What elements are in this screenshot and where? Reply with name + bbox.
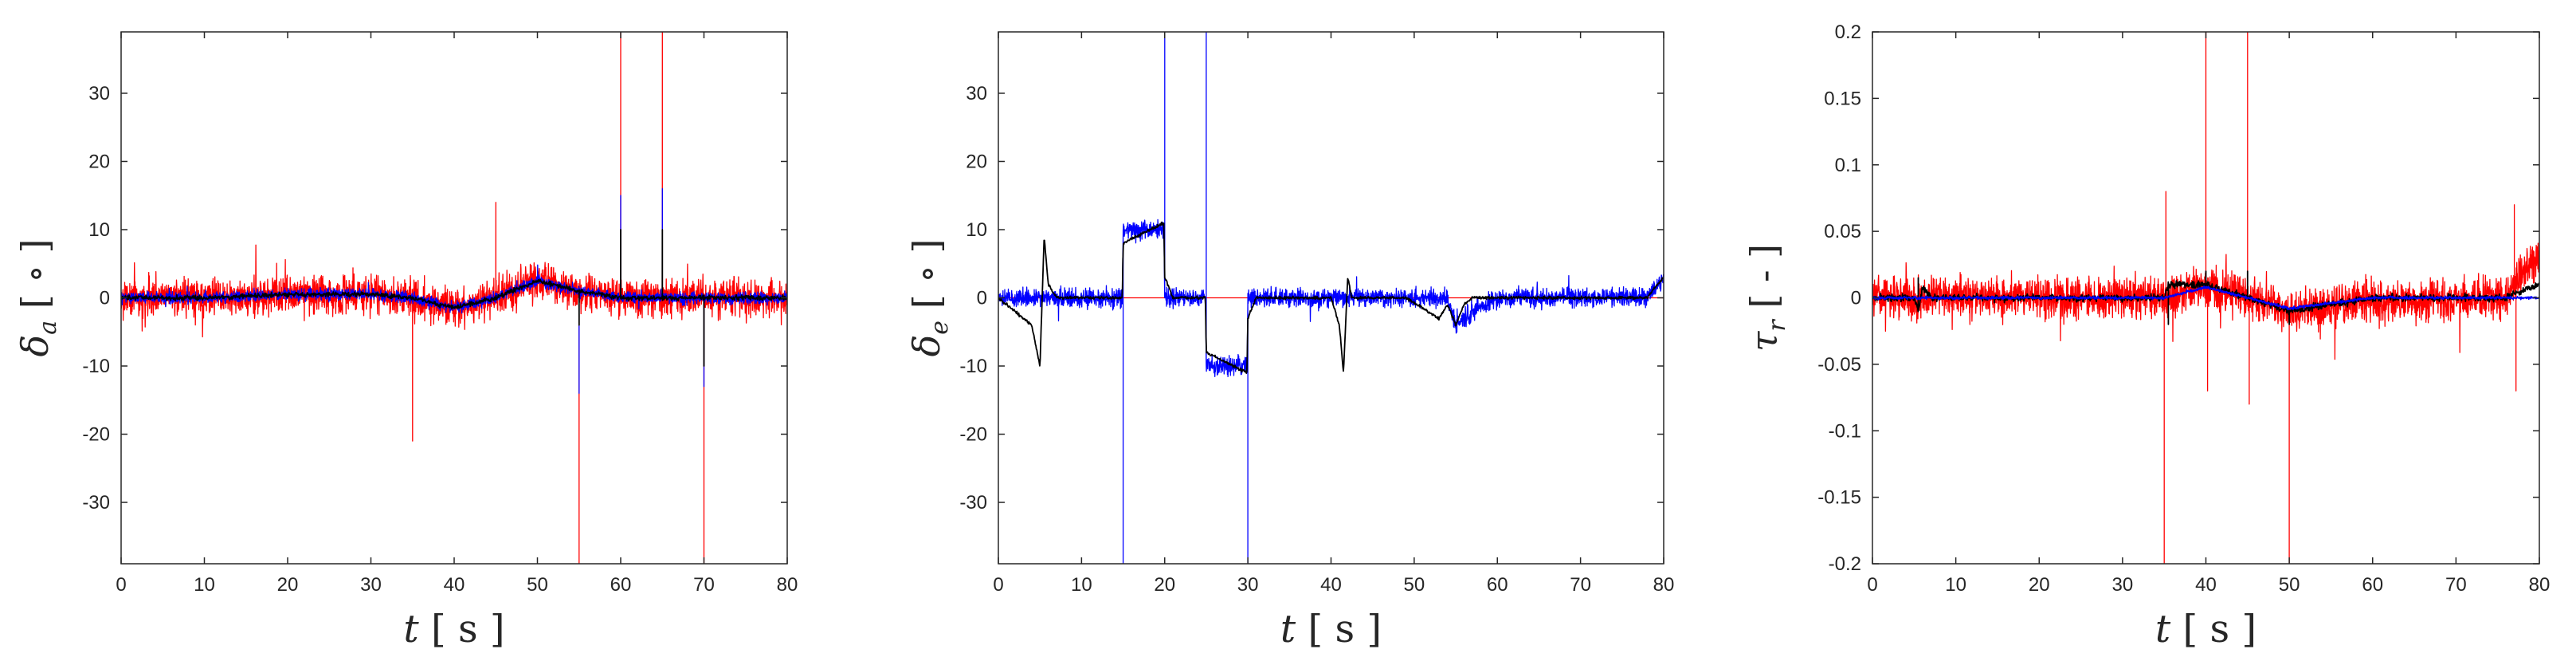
series-group bbox=[1872, 32, 2539, 564]
y-tick-label: 0.15 bbox=[1824, 88, 1861, 109]
x-tick-label: 0 bbox=[993, 574, 1003, 596]
x-tick-label: 50 bbox=[1404, 574, 1425, 596]
chart-tau-r: 0 10 20 30 40 50 60 70 80 -0.2 -0.15 -0.1 -0.05 0 0.05… bbox=[1743, 22, 2550, 651]
x-tick-label: 80 bbox=[1653, 574, 1675, 596]
x-tick-label: 30 bbox=[360, 574, 382, 596]
x-tick-label: 30 bbox=[2112, 574, 2134, 596]
y-tick-label: 20 bbox=[88, 151, 110, 172]
x-tick-label: 80 bbox=[777, 574, 798, 596]
y-tick-label: 0 bbox=[100, 288, 110, 309]
x-tick-label: 20 bbox=[1154, 574, 1175, 596]
x-tick-label: 80 bbox=[2529, 574, 2551, 596]
series-line-2 bbox=[998, 221, 1664, 374]
y-axis-label: δe [ ∘ ] bbox=[905, 239, 954, 357]
y-tick-label: 30 bbox=[966, 83, 987, 104]
x-tick-label: 50 bbox=[2279, 574, 2300, 596]
x-axis-label: t [ s ] bbox=[403, 607, 504, 651]
x-tick-label: 0 bbox=[1867, 574, 1877, 596]
x-axis-label: t [ s ] bbox=[2155, 607, 2256, 651]
y-tick-label: 10 bbox=[88, 219, 110, 241]
y-tick-label: -30 bbox=[959, 492, 987, 514]
y-tick-label: -0.05 bbox=[1817, 354, 1861, 376]
x-tick-label: 70 bbox=[2445, 574, 2467, 596]
x-tick-label: 10 bbox=[194, 574, 215, 596]
x-axis-label: t [ s ] bbox=[1280, 607, 1382, 651]
chart-delta-a: 0 10 20 30 40 50 60 70 80 -30 -20 -10 0 10 20 30 t [ s ]… bbox=[14, 31, 798, 651]
x-tick-label: 10 bbox=[1945, 574, 1966, 596]
y-tick-label: -0.1 bbox=[1829, 420, 1861, 442]
y-tick-label: -0.15 bbox=[1817, 487, 1861, 509]
y-tick-label: -10 bbox=[959, 356, 987, 377]
y-tick-label: 20 bbox=[966, 151, 987, 172]
y-tick-label: 0.1 bbox=[1835, 155, 1861, 176]
x-tick-label: 10 bbox=[1071, 574, 1092, 596]
y-tick-label: -20 bbox=[959, 424, 987, 446]
x-tick-label: 20 bbox=[277, 574, 299, 596]
x-tick-label: 70 bbox=[693, 574, 715, 596]
y-tick-label: -10 bbox=[82, 356, 110, 377]
x-tick-label: 60 bbox=[2362, 574, 2383, 596]
x-tick-label: 0 bbox=[116, 574, 126, 596]
series-line-2 bbox=[1872, 285, 2539, 311]
x-tick-label: 20 bbox=[2029, 574, 2050, 596]
x-tick-label: 60 bbox=[610, 574, 632, 596]
series-line-2 bbox=[121, 229, 787, 367]
y-tick-label: 0.2 bbox=[1835, 22, 1861, 43]
chart-delta-e: 0 10 20 30 40 50 60 70 80 -30 -20 -10 0 10 20 30 t [ s ]… bbox=[905, 31, 1675, 651]
y-tick-label: -0.2 bbox=[1829, 553, 1861, 575]
y-tick-label: 0 bbox=[1851, 288, 1861, 309]
y-axis-label: δa [ ∘ ] bbox=[14, 239, 62, 357]
x-tick-label: 40 bbox=[444, 574, 465, 596]
y-tick-label: 0 bbox=[977, 288, 987, 309]
x-tick-label: 40 bbox=[1320, 574, 1342, 596]
y-tick-label: 0.05 bbox=[1824, 221, 1861, 242]
x-tick-label: 30 bbox=[1237, 574, 1259, 596]
x-tick-label: 50 bbox=[527, 574, 548, 596]
y-tick-label: -30 bbox=[82, 492, 110, 514]
x-tick-label: 70 bbox=[1570, 574, 1591, 596]
series-group bbox=[998, 32, 1664, 564]
series-line-1 bbox=[998, 32, 1664, 564]
x-tick-label: 40 bbox=[2195, 574, 2217, 596]
y-axis-label: τr [ - ] bbox=[1743, 244, 1791, 352]
y-tick-label: 10 bbox=[966, 219, 987, 241]
x-tick-label: 60 bbox=[1487, 574, 1508, 596]
y-tick-label: -20 bbox=[82, 424, 110, 446]
y-tick-label: 30 bbox=[88, 83, 110, 104]
series-group bbox=[121, 32, 787, 564]
